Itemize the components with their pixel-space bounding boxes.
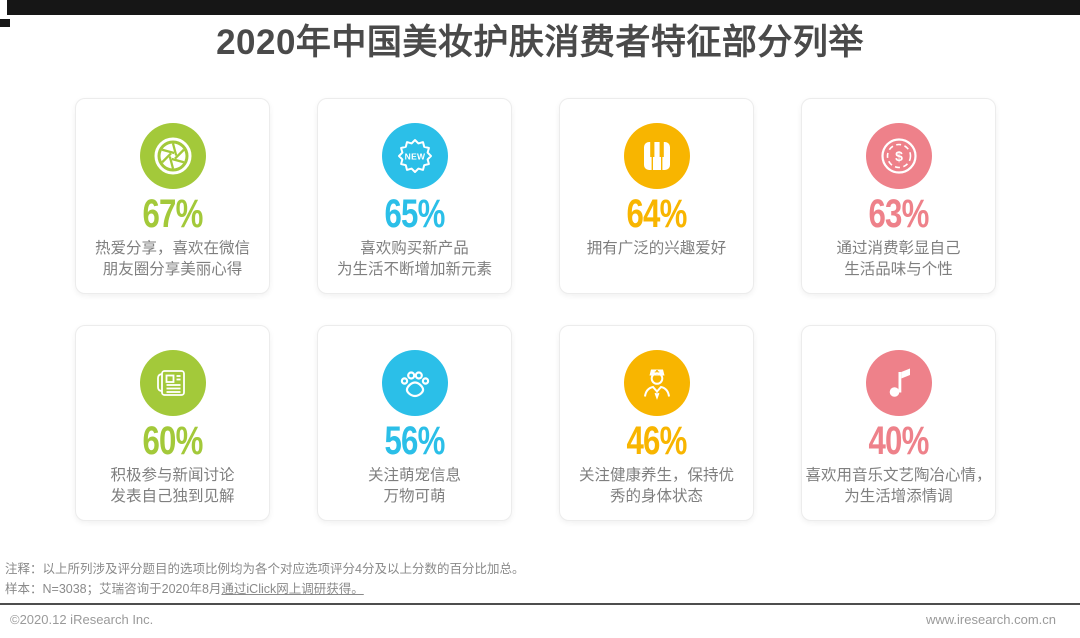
feature-card-music: 40% 喜欢用音乐文艺陶冶心情， 为生活增添情调 [801,325,996,521]
percentage-value: 64% [626,192,687,236]
note-line-1: 注释：以上所列涉及评分题目的选项比例均为各个对应选项评分4分及以上分数的百分比加… [5,562,525,576]
card-description: 喜欢购买新产品 为生活不断增加新元素 [336,240,492,279]
top-black-bar [7,0,1080,15]
footnotes: 注释：以上所列涉及评分题目的选项比例均为各个对应选项评分4分及以上分数的百分比加… [5,559,524,599]
feature-card-consumption: $ 63% 通过消费彰显自己 生活品味与个性 [801,98,996,294]
music-note-icon [865,350,932,416]
card-description: 拥有广泛的兴趣爱好 [586,240,727,257]
percentage-value: 60% [142,419,203,463]
feature-card-sharing: 67% 热爱分享，喜欢在微信 朋友圈分享美丽心得 [75,98,270,294]
percentage-value: 56% [384,419,445,463]
card-description: 热爱分享，喜欢在微信 朋友圈分享美丽心得 [94,240,250,279]
percentage-value: 46% [626,419,687,463]
nurse-icon [623,350,690,416]
card-description: 通过消费彰显自己 生活品味与个性 [836,240,961,279]
card-description: 喜欢用音乐文艺陶冶心情， 为生活增添情调 [805,467,992,506]
footer: ©2020.12 iResearch Inc. www.iresearch.co… [10,612,1056,627]
card-description: 关注健康养生，保持优 秀的身体状态 [578,467,734,506]
card-description: 关注萌宠信息 万物可萌 [367,467,461,506]
feature-card-new-products: NEW 65% 喜欢购买新产品 为生活不断增加新元素 [317,98,512,294]
piano-icon [623,123,690,189]
feature-card-news: 60% 积极参与新闻讨论 发表自己独到见解 [75,325,270,521]
footer-website: www.iresearch.com.cn [925,612,1056,627]
top-left-black-tab [0,19,10,27]
footer-divider [0,603,1080,605]
feature-card-hobbies: 64% 拥有广泛的兴趣爱好 [559,98,754,294]
feature-card-grid: 67% 热爱分享，喜欢在微信 朋友圈分享美丽心得 NEW 65% 喜欢购买新产品… [75,98,996,521]
note-line-2: 样本：N=3038；艾瑞咨询于2020年8月通过iClick网上调研获得。 [5,582,364,596]
svg-text:$: $ [895,148,903,164]
percentage-value: 63% [868,192,929,236]
card-description: 积极参与新闻讨论 发表自己独到见解 [110,467,235,506]
percentage-value: 40% [868,419,929,463]
paw-icon [381,350,448,416]
page-title: 2020年中国美妆护肤消费者特征部分列举 [216,23,864,62]
percentage-value: 67% [142,192,203,236]
footer-copyright: ©2020.12 iResearch Inc. [10,612,154,627]
aperture-icon [139,123,206,189]
svg-text:NEW: NEW [404,152,425,162]
percentage-value: 65% [384,192,445,236]
newspaper-icon [139,350,206,416]
feature-card-pets: 56% 关注萌宠信息 万物可萌 [317,325,512,521]
feature-card-health: 46% 关注健康养生，保持优 秀的身体状态 [559,325,754,521]
new-badge-icon: NEW [381,123,448,189]
coin-icon: $ [865,123,932,189]
